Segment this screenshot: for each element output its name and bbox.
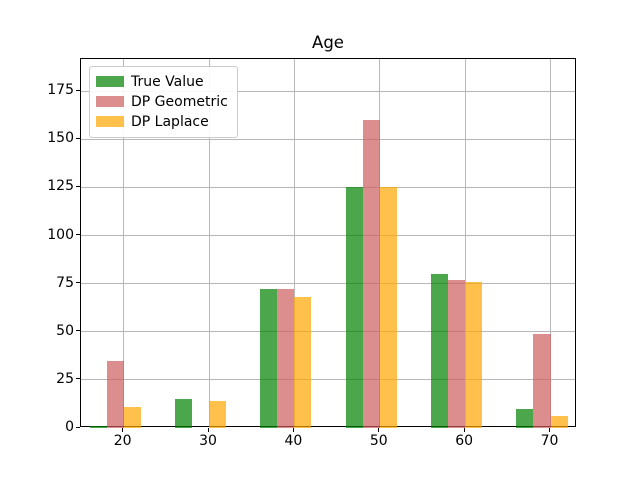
chart-title: Age bbox=[312, 33, 344, 52]
bar-dp-laplace bbox=[209, 401, 227, 428]
legend-entry: True Value bbox=[96, 72, 228, 92]
y-tick-label: 150 bbox=[47, 130, 74, 147]
bar-dp-geometric bbox=[362, 120, 380, 428]
y-tick-label: 125 bbox=[47, 178, 74, 195]
y-tick-mark bbox=[76, 234, 80, 236]
y-tick-mark bbox=[76, 282, 80, 284]
h-gridline bbox=[81, 138, 575, 140]
bar-true-value bbox=[260, 289, 278, 428]
bar-true-value bbox=[431, 274, 449, 428]
x-tick-mark bbox=[378, 427, 380, 432]
y-tick-mark bbox=[76, 330, 80, 332]
x-tick-mark bbox=[549, 427, 551, 432]
legend-entry: DP Geometric bbox=[96, 92, 228, 112]
legend-swatch bbox=[96, 96, 124, 107]
v-gridline bbox=[123, 58, 125, 426]
v-gridline bbox=[208, 58, 210, 426]
bar-dp-laplace bbox=[550, 416, 568, 428]
x-tick-mark bbox=[122, 427, 124, 432]
x-tick-label: 40 bbox=[284, 433, 303, 449]
x-tick-label: 60 bbox=[455, 433, 474, 449]
plot-area: True Value DP Geometric DP Laplace bbox=[80, 57, 576, 428]
v-gridline bbox=[293, 58, 295, 426]
h-gridline bbox=[81, 90, 575, 92]
h-gridline bbox=[81, 186, 575, 188]
x-tick-mark bbox=[463, 427, 465, 432]
y-tick-label: 175 bbox=[47, 82, 74, 99]
v-gridline bbox=[550, 58, 552, 426]
y-tick-mark bbox=[76, 378, 80, 380]
bar-dp-geometric bbox=[533, 333, 551, 428]
x-tick-mark bbox=[207, 427, 209, 432]
bar-dp-geometric bbox=[448, 279, 466, 428]
x-tick-mark bbox=[292, 427, 294, 432]
y-tick-label: 25 bbox=[56, 370, 74, 387]
bar-true-value bbox=[516, 408, 534, 428]
legend-label: DP Laplace bbox=[131, 113, 209, 130]
y-tick-mark bbox=[76, 89, 80, 91]
x-tick-label: 20 bbox=[113, 433, 132, 449]
h-gridline bbox=[81, 331, 575, 333]
x-tick-label: 30 bbox=[199, 433, 217, 449]
bar-dp-laplace bbox=[123, 406, 141, 428]
bar-true-value bbox=[174, 399, 192, 428]
y-tick-mark bbox=[76, 426, 80, 428]
y-tick-mark bbox=[76, 137, 80, 139]
h-gridline bbox=[81, 379, 575, 381]
y-tick-label: 50 bbox=[56, 322, 74, 339]
legend-label: True Value bbox=[131, 73, 204, 90]
legend: True Value DP Geometric DP Laplace bbox=[89, 65, 238, 138]
x-tick-label: 50 bbox=[369, 433, 388, 449]
h-gridline bbox=[81, 235, 575, 237]
v-gridline bbox=[464, 58, 466, 426]
h-gridline bbox=[81, 283, 575, 285]
bar-dp-laplace bbox=[294, 297, 312, 428]
bar-dp-geometric bbox=[277, 289, 295, 428]
legend-swatch bbox=[96, 76, 124, 87]
bar-dp-laplace bbox=[465, 281, 483, 428]
y-tick-label: 0 bbox=[65, 419, 74, 435]
legend-label: DP Geometric bbox=[131, 93, 228, 110]
bar-true-value bbox=[89, 426, 107, 428]
y-tick-mark bbox=[76, 185, 80, 187]
y-tick-label: 100 bbox=[47, 226, 74, 243]
bar-dp-geometric bbox=[106, 360, 124, 428]
legend-swatch bbox=[96, 116, 124, 127]
y-tick-label: 75 bbox=[56, 274, 74, 291]
bar-dp-laplace bbox=[379, 187, 397, 428]
legend-entry: DP Laplace bbox=[96, 112, 228, 132]
bars-layer bbox=[81, 59, 575, 428]
x-tick-label: 70 bbox=[540, 433, 559, 449]
bar-true-value bbox=[345, 187, 363, 428]
grid-layer bbox=[81, 58, 575, 426]
